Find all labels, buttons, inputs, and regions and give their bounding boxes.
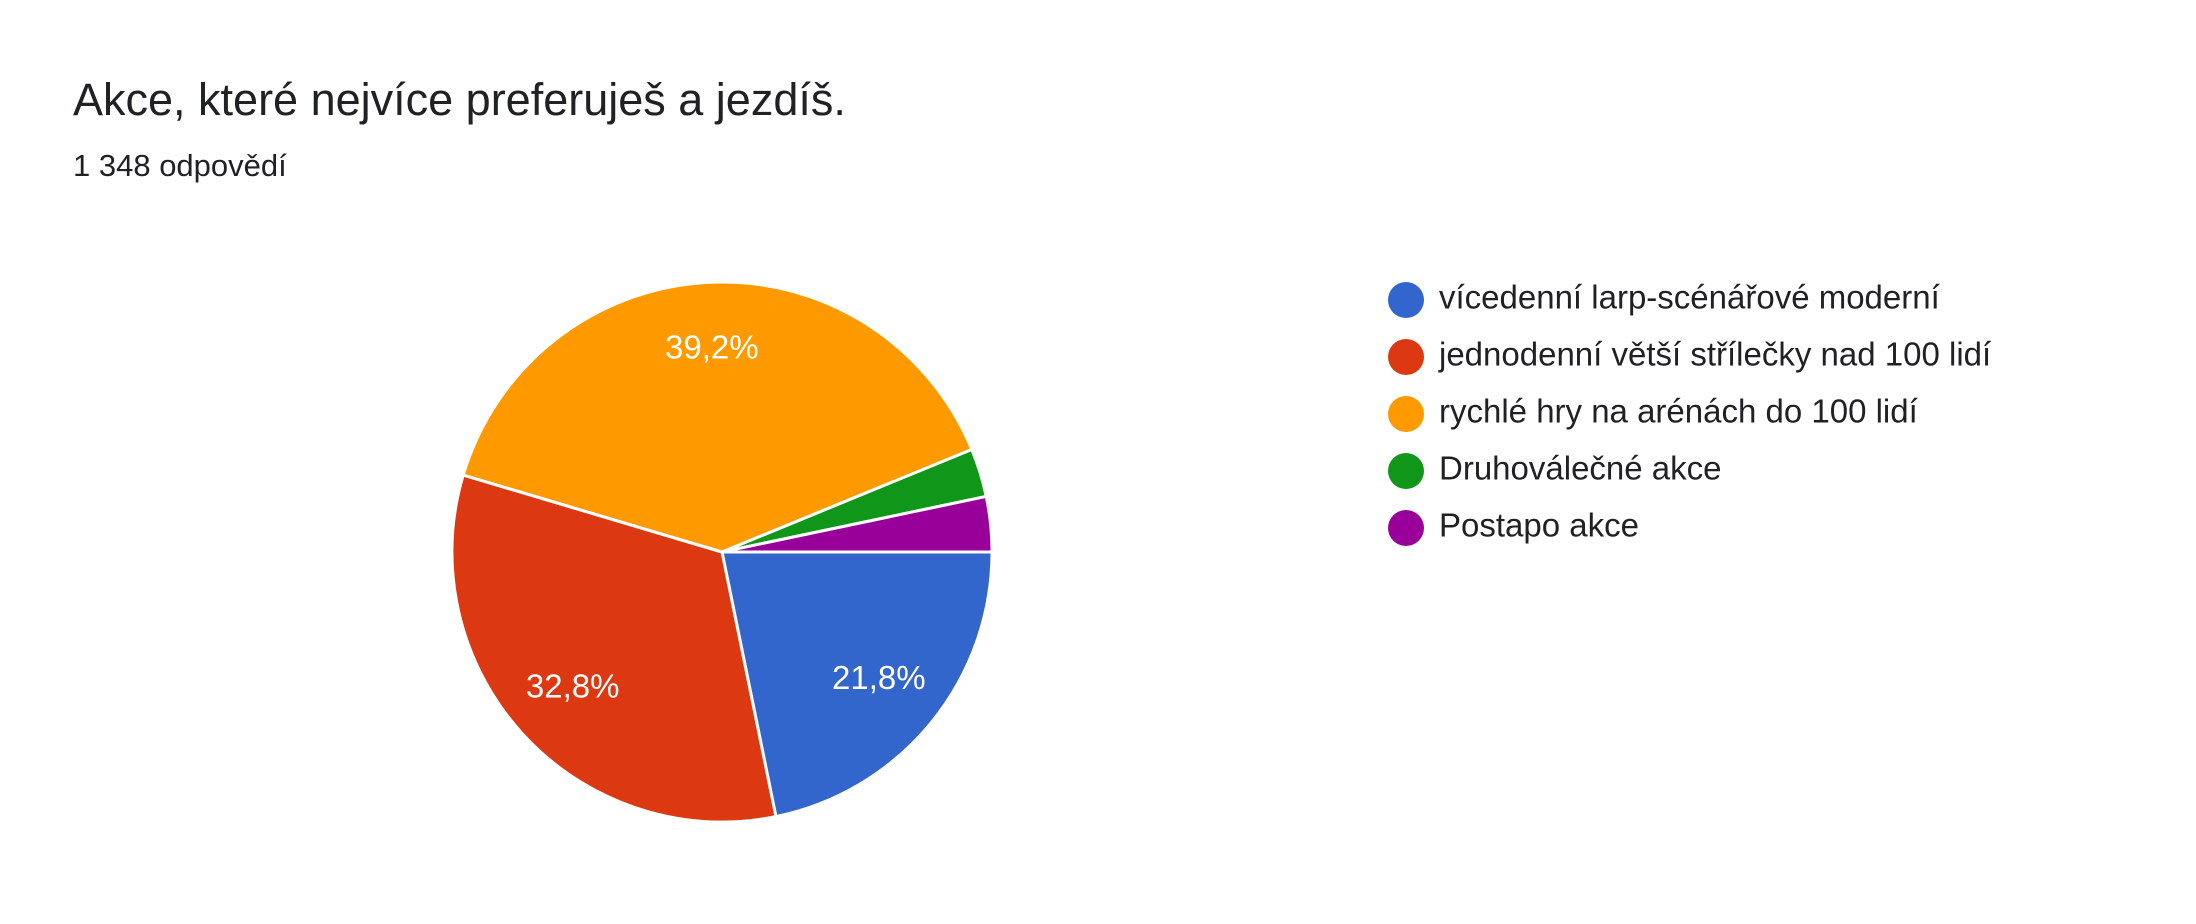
legend-swatch [1388, 510, 1424, 546]
legend-label: jednodenní větší střílečky nad 100 lidí [1438, 336, 1991, 373]
legend-swatch [1388, 339, 1424, 375]
legend-swatch [1388, 453, 1424, 489]
legend-label: vícedenní larp-scénářové moderní [1439, 279, 1940, 316]
chart-subtitle: 1 348 odpovědí [73, 148, 287, 183]
slice-label: 32,8% [526, 667, 620, 704]
pie-slice [721, 494, 994, 554]
slice-label: 21,8% [832, 659, 926, 696]
legend-label: rychlé hry na arénách do 100 lidí [1439, 393, 1918, 430]
legend-swatch [1388, 396, 1424, 432]
legend-swatch [1388, 282, 1424, 318]
legend-label: Druhoválečné akce [1439, 450, 1722, 487]
chart-title: Akce, které nejvíce preferuješ a jezdíš. [73, 74, 846, 125]
pie-slice [461, 280, 974, 554]
legend-label: Postapo akce [1439, 507, 1639, 544]
legend: vícedenní larp-scénářové moderní jednoden… [1388, 279, 1991, 546]
pie-slice [450, 473, 778, 824]
pie-slice [720, 550, 994, 819]
pie: 21,8% 32,8% 39,2% [450, 280, 994, 824]
slice-label: 39,2% [665, 328, 759, 365]
